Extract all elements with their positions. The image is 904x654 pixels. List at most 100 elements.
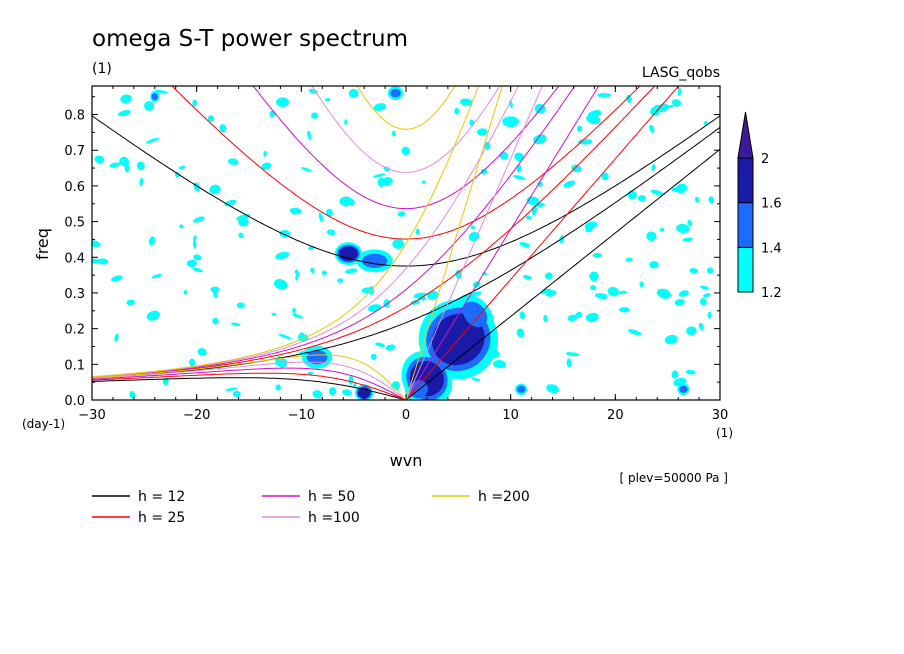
dispersion-curve (92, 354, 407, 400)
contour-patch (401, 146, 411, 156)
contour-patch (179, 224, 184, 229)
contour-regions (92, 86, 715, 400)
contour-patch (671, 370, 679, 379)
contour-patch (545, 272, 553, 280)
contour-patch (269, 110, 276, 118)
contour-patch (695, 196, 700, 203)
contour-patch (342, 389, 352, 396)
dispersion-curve (405, 86, 503, 400)
contour-patch (143, 100, 155, 111)
contour-patch (308, 88, 318, 94)
contour-patch (626, 94, 632, 103)
contour-patch (646, 231, 657, 242)
contour-patch (146, 310, 160, 321)
contour-patch (274, 279, 288, 290)
contour-patch (699, 285, 710, 290)
contour-patch (186, 259, 197, 268)
contour-patch (310, 112, 319, 119)
contour-patch (625, 257, 633, 262)
contour-patch (545, 290, 557, 297)
contour-patch (321, 270, 328, 276)
contour-patch (162, 377, 169, 386)
contour-patch (193, 254, 202, 261)
contour-patch (219, 124, 227, 133)
colorbar-label: 1.4 (761, 241, 782, 256)
contour-patch (225, 387, 238, 391)
dispersion-curve (405, 148, 720, 400)
contour-patch (326, 229, 336, 236)
contour-patch (263, 150, 267, 157)
contour-patch (676, 223, 690, 234)
contour-patch (373, 103, 387, 111)
contour-patch (522, 274, 532, 280)
contour-patch (590, 285, 597, 291)
colorbar-label: 2 (761, 152, 769, 167)
contour-patch (124, 163, 130, 173)
chart-title: omega S-T power spectrum (92, 26, 408, 52)
x-tick-label: 20 (607, 408, 624, 423)
contour-patch (664, 334, 678, 345)
contour-patch (238, 232, 244, 239)
contour-patch (519, 311, 526, 320)
contour-patch (584, 221, 598, 230)
contour-patch (120, 94, 132, 104)
contour-patch (292, 307, 296, 314)
contour-patch (659, 227, 665, 232)
contour-patch (460, 98, 473, 106)
contour-patch (674, 298, 685, 306)
contour-patch (516, 328, 525, 338)
contour-patch (385, 344, 396, 351)
contour-patch (348, 375, 354, 385)
contour-patch (607, 286, 619, 297)
contour-patch (685, 369, 696, 375)
contour-region (362, 253, 388, 268)
contour-patch (637, 195, 646, 202)
contour-patch (516, 164, 522, 173)
contour-patch (708, 196, 715, 204)
contour-patch (703, 120, 708, 126)
x-tick-label: −10 (288, 408, 315, 423)
contour-patch (540, 288, 552, 295)
contour-patch (329, 387, 337, 396)
contour-patch (702, 293, 711, 298)
contour-patch (594, 293, 608, 300)
y-tick-label: 0.5 (64, 216, 85, 231)
contour-patch (375, 342, 386, 348)
dispersion-curve (405, 86, 600, 400)
contour-patch (618, 290, 627, 295)
colorbar-label: 1.2 (761, 286, 782, 301)
contour-patch (650, 189, 664, 196)
contour-patch (146, 137, 160, 144)
contour-patch (421, 180, 426, 184)
contour-patch (117, 109, 131, 117)
contour-patch (381, 177, 393, 186)
contour-patch (514, 152, 524, 162)
dispersion-curves (92, 86, 720, 400)
colorbar-label: 1.6 (761, 197, 782, 212)
dispersion-curve (252, 86, 560, 210)
contour-patch (687, 219, 693, 227)
legend-label: h = 12 (138, 489, 185, 505)
contour-patch (136, 161, 145, 171)
contour-patch (567, 314, 578, 322)
dispersion-curve (92, 115, 720, 267)
contour-patch (271, 312, 277, 316)
contour-patch (512, 175, 526, 180)
contour-patch (114, 333, 119, 342)
contour-patch (543, 315, 548, 323)
contour-patch (471, 377, 481, 382)
contour-patch (656, 288, 671, 299)
contour-patch (337, 278, 344, 283)
contour-patch (372, 173, 386, 178)
contour-patch (361, 287, 374, 294)
colorbar-box (737, 157, 754, 204)
contour-patch (192, 216, 205, 223)
contour-patch (546, 384, 559, 394)
contour-patch (649, 261, 659, 269)
contour-patch (192, 267, 204, 273)
contour-patch (665, 104, 674, 109)
contour-patch (698, 322, 704, 331)
dispersion-curve (92, 86, 519, 378)
contour-patch (649, 124, 655, 133)
contour-patch (231, 322, 241, 327)
